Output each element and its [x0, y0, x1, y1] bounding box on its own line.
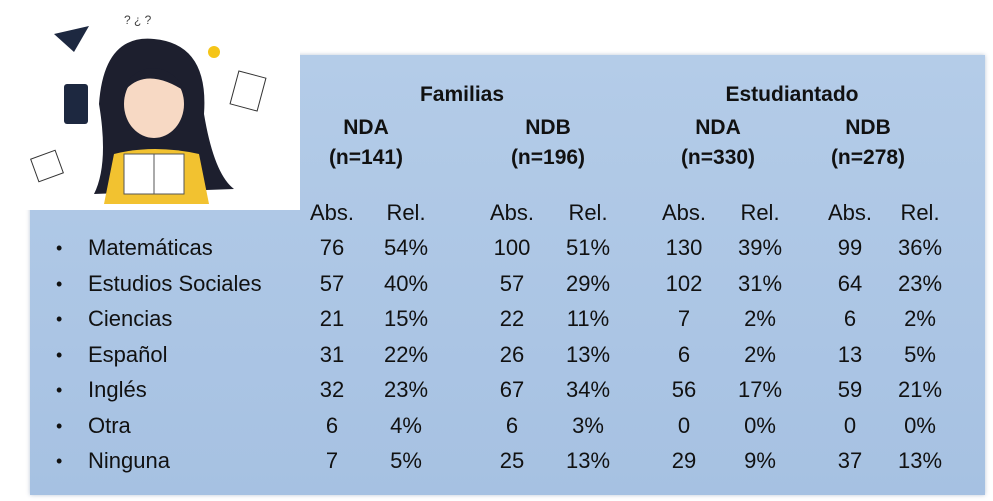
cell: 9%	[744, 448, 776, 473]
row-label: Ciencias	[56, 308, 173, 330]
cell: 0%	[904, 412, 936, 438]
cell: 13%	[897, 448, 943, 473]
cell: 6	[677, 341, 691, 367]
subgroup-n: (n=330)	[680, 146, 756, 169]
cell: 40%	[383, 270, 429, 296]
cell: 36%	[897, 235, 943, 260]
row-label: Ninguna	[56, 450, 170, 472]
cell: 2%	[744, 306, 776, 331]
column-header: Abs.	[489, 200, 535, 225]
column-header: Abs.	[661, 200, 707, 225]
cell: 54%	[383, 235, 429, 260]
cell: 31	[319, 341, 345, 367]
cell: 34%	[565, 377, 611, 402]
subgroup-n: (n=278)	[830, 146, 906, 169]
cell: 13	[837, 341, 863, 367]
cell: 22%	[383, 341, 429, 367]
column-header: Abs.	[309, 200, 355, 225]
row-label: Matemáticas	[56, 237, 213, 259]
cell: 100	[493, 235, 531, 260]
subgroup-n: (n=141)	[328, 146, 404, 169]
cell: 39%	[737, 235, 783, 260]
subgroup-name: NDB	[845, 116, 891, 139]
cell: 15%	[383, 306, 429, 331]
illustration: ? ¿ ?	[4, 4, 300, 210]
subgroup-name: NDA	[343, 116, 389, 139]
cell: 22	[499, 306, 525, 331]
cell: 6	[325, 412, 339, 438]
cell: 25	[499, 448, 525, 473]
cell: 21%	[897, 377, 943, 402]
cell: 23%	[383, 377, 429, 402]
cell: 99	[837, 235, 863, 260]
cell: 7	[325, 448, 339, 473]
cell: 17%	[737, 377, 783, 402]
cell: 29%	[565, 270, 611, 296]
cell: 3%	[572, 412, 604, 438]
row-label: Estudios Sociales	[56, 272, 262, 295]
cell: 59	[837, 377, 863, 402]
cell: 23%	[897, 270, 943, 296]
cell: 7	[677, 306, 691, 331]
row-label: Inglés	[56, 379, 147, 401]
column-header: Abs.	[827, 200, 873, 225]
group-title: Estudiantado	[725, 83, 859, 106]
cell: 29	[671, 448, 697, 473]
svg-text:? ¿ ?: ? ¿ ?	[124, 13, 152, 27]
cell: 57	[319, 270, 345, 296]
cell: 2%	[904, 306, 936, 331]
row-label: Español	[56, 343, 167, 366]
cell: 64	[837, 270, 863, 296]
subgroup-n: (n=196)	[510, 146, 586, 169]
cell: 0	[843, 412, 857, 438]
cell: 5%	[390, 448, 422, 473]
cell: 56	[671, 377, 697, 402]
cell: 130	[665, 235, 703, 260]
subgroup-name: NDB	[525, 116, 571, 139]
cell: 13%	[565, 448, 611, 473]
cell: 76	[319, 235, 345, 260]
cell: 37	[837, 448, 863, 473]
cell: 67	[499, 377, 525, 402]
cell: 102	[665, 270, 703, 296]
column-header: Rel.	[740, 200, 780, 225]
column-header: Rel.	[386, 200, 426, 225]
row-label: Otra	[56, 414, 131, 437]
cell: 5%	[904, 341, 936, 367]
cell: 4%	[390, 412, 422, 438]
column-header: Rel.	[900, 200, 940, 225]
cell: 31%	[737, 270, 783, 296]
cell: 26	[499, 341, 525, 367]
group-title: Familias	[419, 83, 505, 106]
cell: 11%	[566, 306, 610, 331]
cell: 13%	[565, 341, 611, 367]
cell: 51%	[565, 235, 611, 260]
subgroup-name: NDA	[695, 116, 741, 139]
cell: 57	[499, 270, 525, 296]
cell: 0%	[744, 412, 776, 438]
cell: 2%	[744, 341, 776, 367]
cell: 0	[677, 412, 691, 438]
cell: 21	[319, 306, 345, 331]
cell: 6	[843, 306, 857, 331]
column-header: Rel.	[568, 200, 608, 225]
cell: 6	[505, 412, 519, 438]
cell: 32	[319, 377, 345, 402]
